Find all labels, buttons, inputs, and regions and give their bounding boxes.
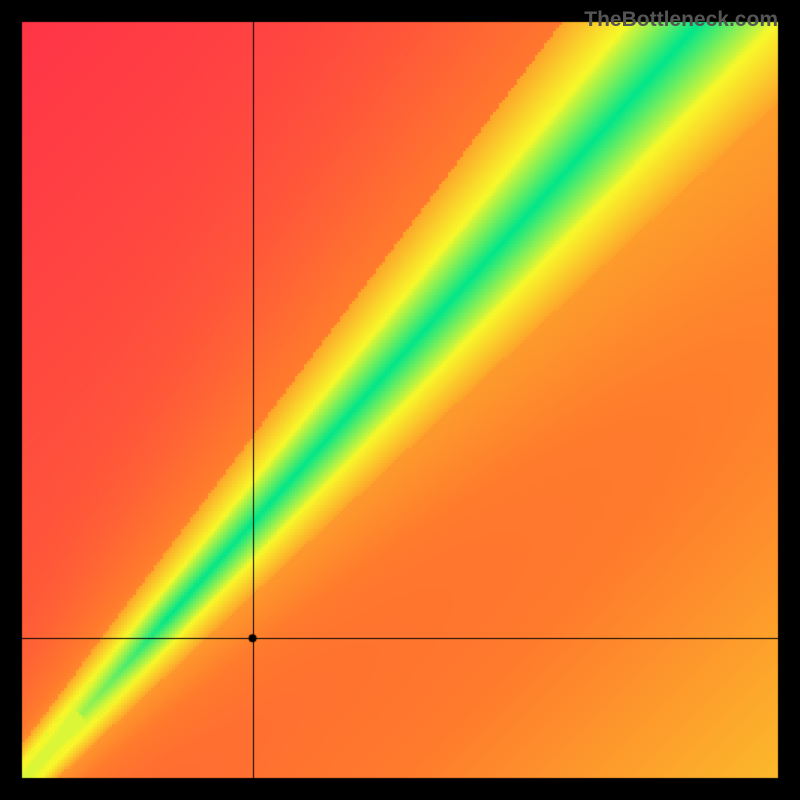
heatmap-canvas [0, 0, 800, 800]
watermark-text: TheBottleneck.com [584, 8, 778, 32]
chart-root: TheBottleneck.com [0, 0, 800, 800]
